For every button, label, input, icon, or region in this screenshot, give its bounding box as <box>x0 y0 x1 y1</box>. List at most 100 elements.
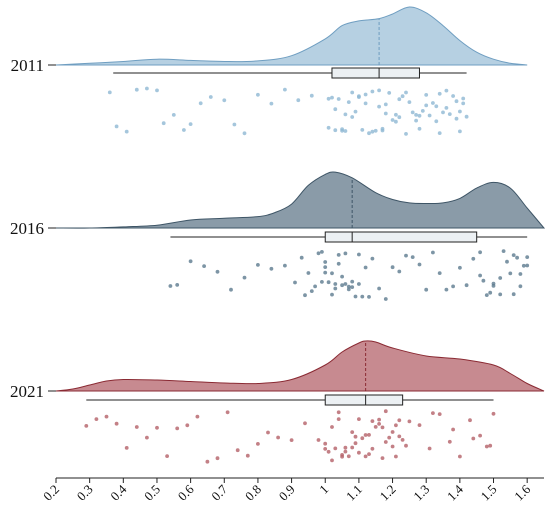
points-layer <box>84 86 530 464</box>
point-2011-73 <box>370 89 375 94</box>
point-2016-5 <box>229 287 233 292</box>
point-2016-7 <box>256 263 260 267</box>
point-2021-11 <box>195 414 200 419</box>
category-labels: 2011 2016 2021 <box>10 56 56 401</box>
point-2016-71 <box>336 261 341 266</box>
point-2011-83 <box>437 131 442 136</box>
point-2016-51 <box>521 263 526 268</box>
point-2021-25 <box>330 425 334 429</box>
point-2011-61 <box>461 101 466 106</box>
point-2021-38 <box>373 425 378 429</box>
point-2021-57 <box>330 458 334 463</box>
point-2016-39 <box>444 287 449 292</box>
point-2016-4 <box>215 269 220 274</box>
point-2011-44 <box>404 132 408 136</box>
point-2011-70 <box>461 96 466 101</box>
point-2011-28 <box>353 109 358 114</box>
point-2021-43 <box>390 444 395 449</box>
point-2011-5 <box>155 88 159 93</box>
point-2021-45 <box>397 418 402 423</box>
point-2016-10 <box>293 280 297 285</box>
point-2016-50 <box>518 272 523 276</box>
point-2011-56 <box>444 88 449 93</box>
point-2021-13 <box>215 456 220 461</box>
point-2016-21 <box>340 283 344 288</box>
point-2011-19 <box>309 93 314 98</box>
point-2016-22 <box>343 251 348 256</box>
x-tick-label-0.6: 0.6 <box>175 481 197 503</box>
point-2011-59 <box>454 116 459 121</box>
point-2016-78 <box>525 255 530 259</box>
point-2021-63 <box>340 454 344 459</box>
point-2011-40 <box>390 118 395 122</box>
point-2011-63 <box>333 107 338 112</box>
point-2011-65 <box>363 92 368 97</box>
point-2011-37 <box>380 126 385 131</box>
point-2016-3 <box>202 264 207 268</box>
density-2016 <box>55 171 546 229</box>
point-2021-42 <box>387 435 392 440</box>
point-2021-40 <box>380 456 385 460</box>
point-2016-40 <box>451 284 455 289</box>
density-2011 <box>55 6 528 66</box>
point-2016-73 <box>357 252 361 257</box>
x-tick-label-0.7: 0.7 <box>208 481 230 503</box>
x-axis: 0.2 0.3 0.4 0.5 0.6 0.7 0.8 0.9 1 1.1 1.2 1.3 1.4 1.5… <box>40 477 544 504</box>
point-2021-78 <box>404 443 408 448</box>
point-2021-0 <box>84 424 89 428</box>
point-2021-10 <box>185 423 190 428</box>
point-2016-66 <box>518 284 523 289</box>
point-2021-37 <box>370 446 375 451</box>
point-2011-18 <box>296 98 301 103</box>
point-2016-57 <box>350 279 355 284</box>
point-2021-29 <box>343 449 348 454</box>
point-2016-11 <box>299 255 304 260</box>
point-2011-33 <box>370 129 375 134</box>
point-2016-49 <box>511 292 516 297</box>
point-2011-46 <box>410 110 415 115</box>
point-2011-51 <box>427 113 432 118</box>
point-2011-84 <box>458 109 462 114</box>
point-2016-38 <box>437 271 442 275</box>
point-2016-42 <box>464 283 469 288</box>
point-2011-80 <box>377 104 381 109</box>
point-2011-14 <box>242 131 247 136</box>
x-tick-label-0.3: 0.3 <box>74 482 96 504</box>
point-2016-13 <box>313 284 317 289</box>
point-2011-82 <box>417 126 422 131</box>
point-2016-9 <box>283 263 287 268</box>
point-2021-49 <box>427 446 432 451</box>
point-2016-54 <box>320 280 324 284</box>
point-2011-64 <box>350 90 355 95</box>
point-2016-65 <box>508 271 513 276</box>
x-tick-label-0.4: 0.4 <box>107 481 129 503</box>
point-2011-52 <box>431 101 435 105</box>
point-2016-6 <box>242 275 247 280</box>
point-2016-16 <box>323 270 328 275</box>
point-2016-30 <box>383 297 388 301</box>
point-2021-19 <box>276 435 280 440</box>
point-2021-58 <box>343 445 348 450</box>
point-2016-74 <box>367 295 371 299</box>
point-2021-53 <box>468 418 472 423</box>
point-2016-60 <box>323 260 328 264</box>
x-tick-label-1.3: 1.3 <box>410 482 432 504</box>
density-layer <box>55 6 546 392</box>
point-2021-65 <box>367 452 371 456</box>
point-2016-29 <box>377 286 381 291</box>
point-2016-20 <box>336 253 341 257</box>
point-2011-12 <box>222 98 227 103</box>
point-2011-74 <box>394 119 398 124</box>
point-2016-64 <box>491 284 496 288</box>
point-2016-53 <box>309 289 314 293</box>
point-2011-66 <box>383 111 388 116</box>
point-2021-50 <box>437 412 442 416</box>
point-2016-55 <box>330 292 334 297</box>
point-2011-4 <box>145 86 149 91</box>
point-2011-17 <box>283 87 287 92</box>
point-2016-61 <box>333 286 338 291</box>
point-2016-43 <box>471 256 476 261</box>
point-2021-51 <box>447 439 452 444</box>
point-2016-25 <box>353 294 358 299</box>
box-2021 <box>324 394 404 406</box>
